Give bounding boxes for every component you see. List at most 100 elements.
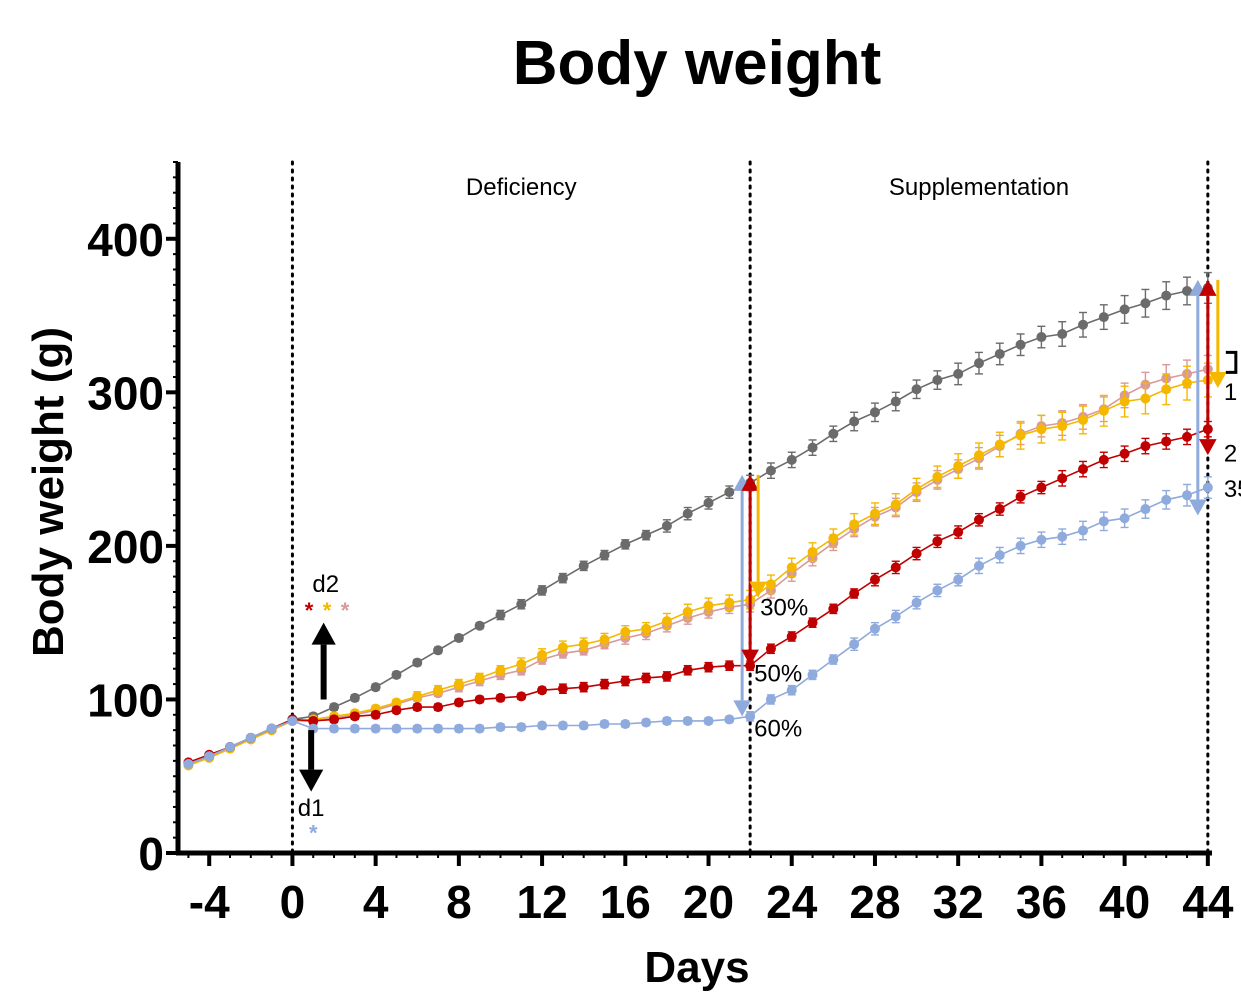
x-tick-label: 4 xyxy=(363,876,389,928)
data-point xyxy=(474,723,485,734)
x-tick-label: 16 xyxy=(600,876,651,928)
series-group xyxy=(183,476,1213,769)
data-point xyxy=(599,719,610,730)
data-point xyxy=(474,694,485,705)
data-point xyxy=(786,685,797,696)
data-point xyxy=(869,407,880,418)
x-tick-label: 24 xyxy=(766,876,818,928)
data-point xyxy=(932,471,943,482)
day44-percent-label: 1 xyxy=(1224,379,1237,406)
data-point xyxy=(329,714,340,725)
data-point xyxy=(308,715,319,726)
data-point xyxy=(641,530,652,541)
data-point xyxy=(932,585,943,596)
y-tick-label: 100 xyxy=(87,674,164,726)
data-point xyxy=(1036,482,1047,493)
data-point xyxy=(973,560,984,571)
data-point xyxy=(620,539,631,550)
data-point xyxy=(1078,464,1089,475)
data-point xyxy=(973,450,984,461)
data-point xyxy=(495,692,506,703)
x-tick-label: 32 xyxy=(933,876,984,928)
series-line xyxy=(188,428,1209,764)
data-point xyxy=(370,709,381,720)
x-tick-label: 12 xyxy=(516,876,567,928)
data-point xyxy=(349,723,360,734)
data-point xyxy=(1015,540,1026,551)
data-point xyxy=(370,723,381,734)
phase-label: Deficiency xyxy=(466,174,577,201)
data-point xyxy=(1119,396,1130,407)
series-line xyxy=(188,486,1209,765)
day22-percent-label: 50% xyxy=(754,661,802,688)
data-point xyxy=(682,508,693,519)
data-point xyxy=(703,600,714,611)
data-point xyxy=(599,550,610,561)
data-point xyxy=(557,642,568,653)
data-point xyxy=(1098,405,1109,416)
d1-arrow xyxy=(299,730,324,792)
data-point xyxy=(849,416,860,427)
data-point xyxy=(495,609,506,620)
data-point xyxy=(1078,414,1089,425)
significance-star: * xyxy=(323,598,332,623)
data-point xyxy=(807,669,818,680)
data-point xyxy=(661,616,672,627)
data-point xyxy=(973,514,984,525)
data-point xyxy=(557,683,568,694)
day44-arrow-orange xyxy=(1209,279,1227,389)
phase-label: Supplementation xyxy=(889,174,1069,201)
data-point xyxy=(225,742,236,753)
data-point xyxy=(578,560,589,571)
data-point xyxy=(391,669,402,680)
data-point xyxy=(890,499,901,510)
data-point xyxy=(911,597,922,608)
d2-arrow xyxy=(311,622,336,700)
x-tick-label: 0 xyxy=(280,876,306,928)
data-point xyxy=(453,723,464,734)
data-point xyxy=(1140,298,1151,309)
arrow-head xyxy=(741,474,759,491)
arrow-head xyxy=(1199,439,1217,456)
data-point xyxy=(745,711,756,722)
x-tick-label: 20 xyxy=(683,876,734,928)
d2-label: d2 xyxy=(312,571,339,598)
data-point xyxy=(1182,285,1193,296)
data-point xyxy=(349,692,360,703)
data-point xyxy=(973,358,984,369)
data-point xyxy=(1140,393,1151,404)
data-point xyxy=(953,461,964,472)
data-point xyxy=(599,634,610,645)
data-point xyxy=(641,623,652,634)
data-point xyxy=(911,384,922,395)
data-point xyxy=(849,588,860,599)
day44-bracket xyxy=(1225,350,1238,374)
series-line xyxy=(188,287,1208,765)
data-point xyxy=(1161,436,1172,447)
data-point xyxy=(1078,319,1089,330)
data-point xyxy=(890,562,901,573)
y-tick-label: 200 xyxy=(87,521,164,573)
x-tick-label: 28 xyxy=(849,876,900,928)
day22-percent-label: 30% xyxy=(760,595,808,622)
day22-percent-label: 60% xyxy=(754,715,802,742)
data-point xyxy=(433,645,444,656)
arrow-head xyxy=(1189,499,1207,516)
data-point xyxy=(953,574,964,585)
data-point xyxy=(474,672,485,683)
data-point xyxy=(786,631,797,642)
data-point xyxy=(869,508,880,519)
data-point xyxy=(370,682,381,693)
data-point xyxy=(412,702,423,713)
data-point xyxy=(1161,494,1172,505)
data-point xyxy=(807,547,818,558)
data-point xyxy=(911,484,922,495)
y-tick-label: 400 xyxy=(87,214,164,266)
data-point xyxy=(412,691,423,702)
significance-star: * xyxy=(305,598,314,623)
significance-star: * xyxy=(309,821,318,846)
day22-arrow-30 xyxy=(749,474,767,598)
data-point xyxy=(1182,490,1193,501)
